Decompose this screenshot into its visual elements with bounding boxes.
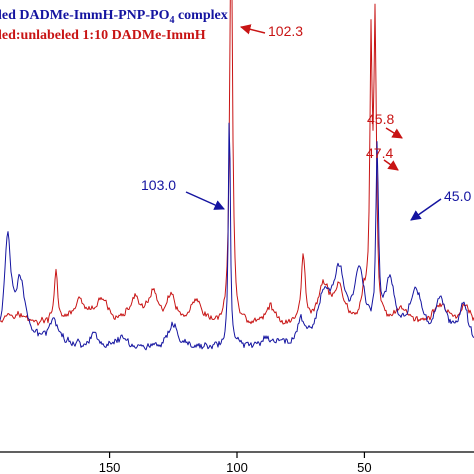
legend-entry: led:unlabeled 1:10 DADMe-ImmH [0,28,206,43]
annotation-arrow [410,198,442,221]
legend-entry: led DADMe-ImmH-PNP-PO4 complex [0,8,228,26]
peak-annotation-label: 102.3 [268,23,303,39]
peak-annotation-label: 45.8 [367,111,394,127]
series-line-blue [0,122,474,351]
annotation-arrow [385,127,403,139]
annotation-arrow [239,24,266,35]
peak-annotation-label: 45.0 [444,188,471,204]
x-tick-label: 50 [357,460,371,474]
annotation-arrow [185,191,225,210]
x-tick-label: 100 [226,460,248,474]
x-tick-label: 150 [99,460,121,474]
x-axis: 150 100 50 [0,451,474,474]
peak-annotations: 102.3 45.8 47.4 103.0 45.0 [141,23,471,221]
series-line-red [0,0,474,326]
legend: led DADMe-ImmH-PNP-PO4 complex led:unlabe… [0,8,228,43]
peak-annotation-label: 103.0 [141,177,176,193]
annotation-arrow [383,159,399,171]
peak-annotation-label: 47.4 [366,145,393,161]
plot-area [0,0,474,351]
